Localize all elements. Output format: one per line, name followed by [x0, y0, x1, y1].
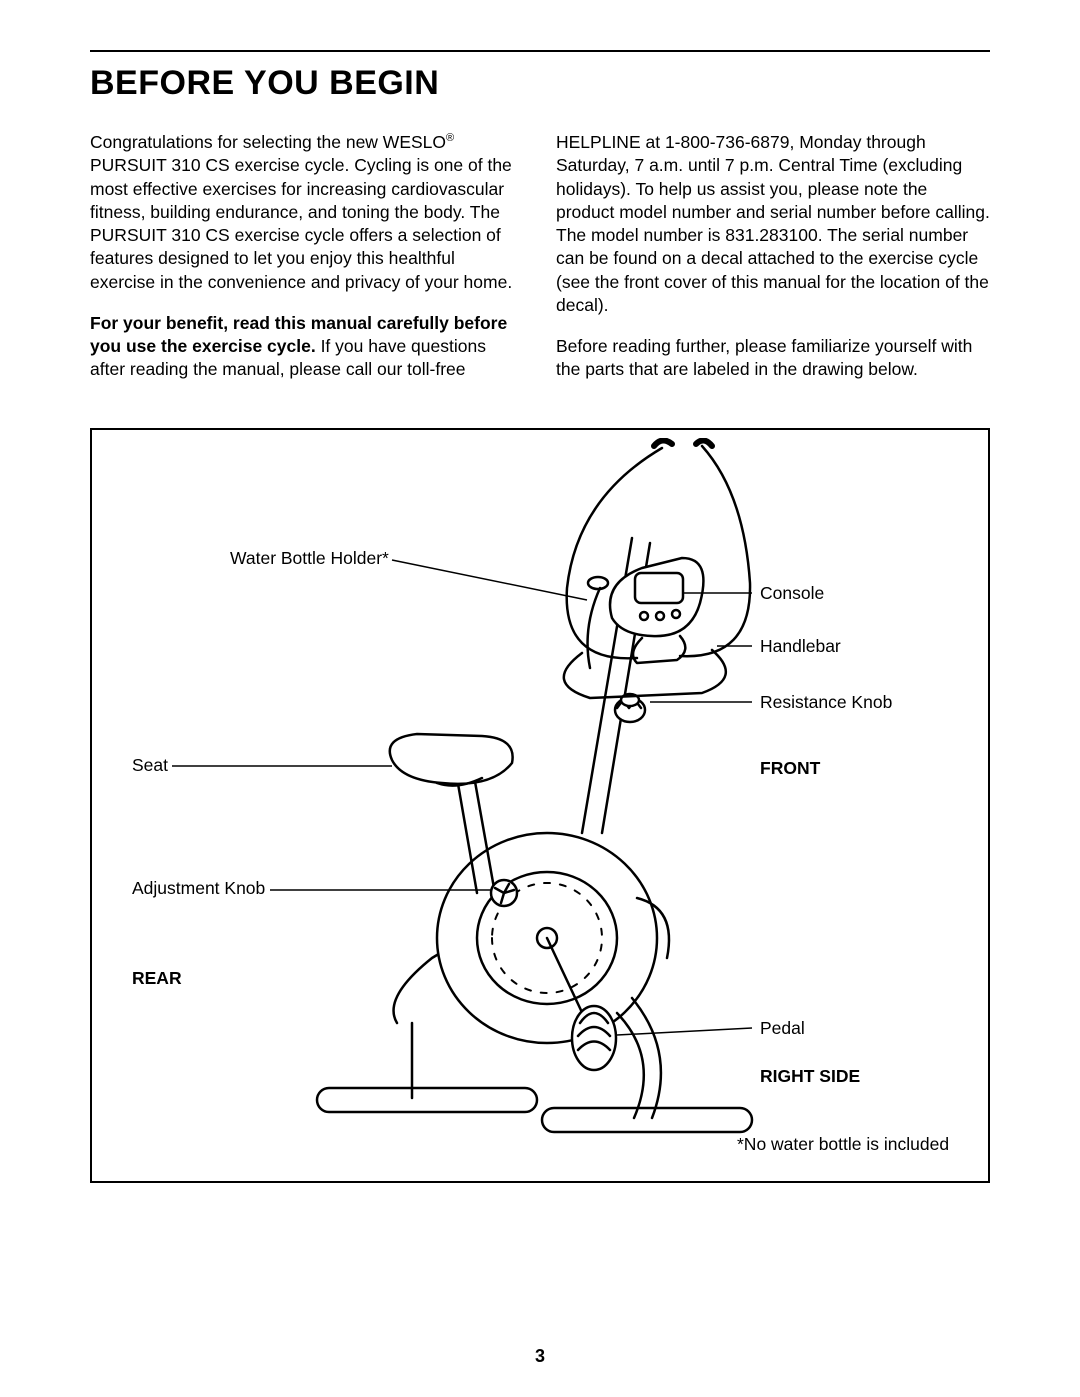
diagram-box: Water Bottle Holder* Seat Adjustment Kno…	[90, 428, 990, 1183]
page-number: 3	[0, 1346, 1080, 1367]
body-columns: Congratulations for selecting the new WE…	[90, 131, 990, 400]
right-p2: Before reading further, please familiari…	[556, 335, 990, 382]
left-column: Congratulations for selecting the new WE…	[90, 131, 524, 400]
top-rule	[90, 50, 990, 52]
label-adjustment-knob: Adjustment Knob	[132, 878, 265, 899]
label-rear: REAR	[132, 968, 182, 989]
registered-mark: ®	[446, 132, 454, 144]
label-console: Console	[760, 583, 824, 604]
right-column: HELPLINE at 1-800-736-6879, Monday throu…	[556, 131, 990, 400]
label-footnote: *No water bottle is included	[737, 1134, 949, 1155]
p1-text-a: Congratulations for selecting the new WE…	[90, 132, 446, 152]
left-p1: Congratulations for selecting the new WE…	[90, 131, 524, 294]
label-seat: Seat	[132, 755, 168, 776]
page-heading: BEFORE YOU BEGIN	[90, 64, 990, 103]
label-water-bottle: Water Bottle Holder*	[230, 548, 389, 569]
label-pedal: Pedal	[760, 1018, 805, 1039]
label-right-side: RIGHT SIDE	[760, 1066, 860, 1087]
right-p1: HELPLINE at 1-800-736-6879, Monday throu…	[556, 131, 990, 317]
label-front: FRONT	[760, 758, 820, 779]
left-p2: For your benefit, read this manual caref…	[90, 312, 524, 382]
label-handlebar: Handlebar	[760, 636, 841, 657]
label-resistance-knob: Resistance Knob	[760, 692, 892, 713]
p1-text-b: PURSUIT 310 CS exercise cycle. Cycling i…	[90, 155, 512, 291]
